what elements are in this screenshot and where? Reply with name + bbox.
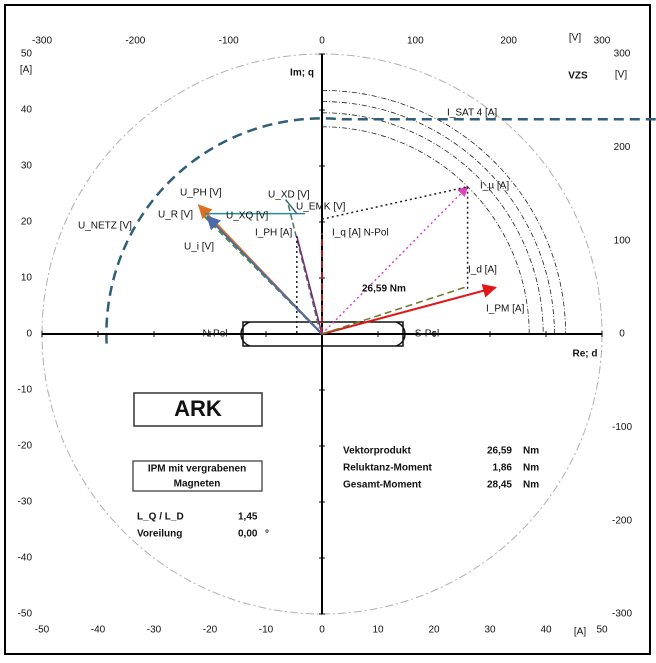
y2-tick-label: -100 xyxy=(612,422,632,433)
x2-tick-label: 100 xyxy=(407,36,424,47)
vector-label: I_d [A] xyxy=(468,265,497,276)
x2-unit: [V] xyxy=(569,33,581,44)
y2-tick-label: 300 xyxy=(614,49,631,60)
vector xyxy=(321,284,497,335)
param-value: 0,00 xyxy=(238,529,258,540)
x-tick-label: 50 xyxy=(596,625,608,636)
vector-label: U_XQ [V] xyxy=(226,211,268,222)
y2-unit: [V] xyxy=(615,70,627,81)
x-tick-label: 30 xyxy=(484,625,496,636)
y-axis-label: Im; q xyxy=(290,68,314,79)
y-tick-label: -10 xyxy=(18,385,33,396)
vector-label: U_XD [V] xyxy=(268,190,310,201)
vector-label: I_µ [A] xyxy=(480,181,509,192)
result-value: 1,86 xyxy=(493,463,513,474)
param-label: Voreilung xyxy=(137,529,182,540)
y-tick-label: 50 xyxy=(21,49,33,60)
vector xyxy=(285,199,298,215)
vector-label: U_PH [V] xyxy=(180,188,222,199)
vector-label: U_i [V] xyxy=(184,242,214,253)
result-label: Reluktanz-Moment xyxy=(343,463,433,474)
x-tick-label: 20 xyxy=(428,625,440,636)
x-axis-label: Re; d xyxy=(573,349,598,360)
motor-text: IPM mit vergrabenen xyxy=(148,464,246,475)
x2-tick-label: -100 xyxy=(219,36,239,47)
y-tick-label: 10 xyxy=(21,273,33,284)
result-unit: Nm xyxy=(523,480,539,491)
result-label: Vektorprodukt xyxy=(343,446,411,457)
u-netz-label: U_NETZ [V] xyxy=(78,221,132,232)
x-tick-label: -30 xyxy=(147,625,162,636)
x-unit: [A] xyxy=(574,627,586,638)
vector xyxy=(200,212,323,335)
y-tick-label: 30 xyxy=(21,161,33,172)
corner-label: VZS xyxy=(568,71,588,82)
x2-tick-label: -200 xyxy=(125,36,145,47)
x-tick-label: 0 xyxy=(319,625,325,636)
y-tick-label: -20 xyxy=(18,441,33,452)
result-unit: Nm xyxy=(523,446,539,457)
y-tick-label: -30 xyxy=(18,497,33,508)
vector xyxy=(321,285,468,335)
sat-arc xyxy=(321,101,555,335)
result-value: 28,45 xyxy=(487,480,512,491)
result-unit: Nm xyxy=(523,463,539,474)
y-unit: [A] xyxy=(20,65,32,76)
vector-label: U_EMK [V] xyxy=(296,202,346,213)
x-tick-label: -40 xyxy=(91,625,106,636)
torque-label: 26,59 Nm xyxy=(362,284,406,295)
result-value: 26,59 xyxy=(487,446,512,457)
x2-tick-label: 0 xyxy=(319,36,325,47)
ark-text: ARK xyxy=(174,396,222,421)
y2-tick-label: 0 xyxy=(619,329,625,340)
vector-label: I_PH [A] xyxy=(255,228,292,239)
y2-tick-label: -300 xyxy=(612,609,632,620)
x-tick-label: -20 xyxy=(203,625,218,636)
vector xyxy=(287,205,320,329)
y-tick-label: 20 xyxy=(21,217,33,228)
param-label: L_Q / L_D xyxy=(137,512,184,523)
y-tick-label: -50 xyxy=(18,609,33,620)
pole-label: S-Pol xyxy=(415,329,439,340)
sat-arc xyxy=(321,126,530,335)
y-tick-label: 40 xyxy=(21,105,33,116)
frame xyxy=(4,4,651,655)
vector xyxy=(296,235,323,335)
motor-box xyxy=(132,460,263,492)
x2-tick-label: 200 xyxy=(500,36,517,47)
y2-tick-label: 100 xyxy=(614,235,631,246)
param-unit: ° xyxy=(265,529,269,540)
x-tick-label: 40 xyxy=(540,625,552,636)
param-value: 1,45 xyxy=(238,512,258,523)
x-tick-label: 10 xyxy=(372,625,384,636)
vector-label: I_PM [A] xyxy=(486,304,525,315)
pole-label: N-Pol xyxy=(202,329,227,340)
ark-box xyxy=(133,392,263,427)
sat-arc xyxy=(321,90,566,335)
vector-label: I_q [A] N-Pol xyxy=(332,228,389,239)
x2-tick-label: 300 xyxy=(594,36,611,47)
y-tick-label: 0 xyxy=(26,329,32,340)
x-tick-label: -10 xyxy=(259,625,274,636)
vector-label: U_R [V] xyxy=(158,210,193,221)
x-tick-label: -50 xyxy=(35,625,50,636)
vector xyxy=(206,215,323,335)
sat-arc xyxy=(321,112,544,335)
sat-label: I_SAT 4 [A] xyxy=(447,108,497,119)
result-label: Gesamt-Moment xyxy=(343,480,422,491)
motor-text: Magneten xyxy=(174,479,221,490)
y2-tick-label: -200 xyxy=(612,515,632,526)
x2-tick-label: -300 xyxy=(32,36,52,47)
y2-tick-label: 200 xyxy=(614,142,631,153)
u-netz-arc xyxy=(105,117,656,346)
y-tick-label: -40 xyxy=(18,553,33,564)
